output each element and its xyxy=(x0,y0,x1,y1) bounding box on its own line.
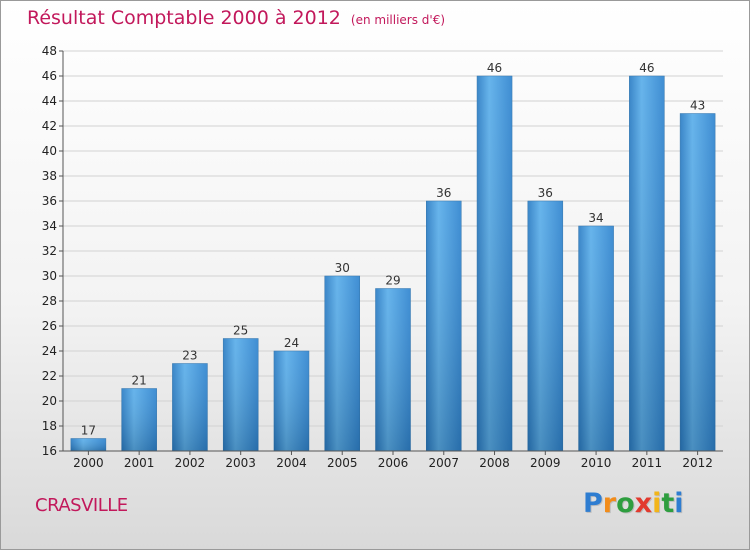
data-label-2003: 25 xyxy=(233,324,248,338)
x-tick-label-2003: 2003 xyxy=(225,456,256,470)
x-tick-label-2008: 2008 xyxy=(479,456,510,470)
data-label-2001: 21 xyxy=(132,374,147,388)
bar-shade-2012 xyxy=(680,113,716,451)
y-tick-label: 28 xyxy=(42,294,57,308)
y-tick-label: 48 xyxy=(42,44,57,58)
data-label-2008: 46 xyxy=(487,61,502,75)
data-label-2002: 23 xyxy=(182,349,197,363)
x-tick-label-2005: 2005 xyxy=(327,456,358,470)
x-tick-label-2011: 2011 xyxy=(632,456,663,470)
x-tick-label-2004: 2004 xyxy=(276,456,307,470)
x-tick-label-2007: 2007 xyxy=(428,456,459,470)
y-tick-label: 44 xyxy=(42,94,57,108)
bar-shade-2003 xyxy=(223,338,259,451)
data-label-2007: 36 xyxy=(436,186,451,200)
bar-shade-2004 xyxy=(273,351,309,451)
x-tick-label-2010: 2010 xyxy=(581,456,612,470)
y-tick-label: 24 xyxy=(42,344,57,358)
bar-shade-2005 xyxy=(324,276,360,451)
x-tick-label-2001: 2001 xyxy=(124,456,155,470)
bar-shade-2002 xyxy=(172,363,208,451)
y-tick-label: 34 xyxy=(42,219,57,233)
logo-letter: r xyxy=(602,488,617,519)
x-tick-label-2006: 2006 xyxy=(378,456,409,470)
y-tick-label: 16 xyxy=(42,444,57,458)
bar-shade-2000 xyxy=(70,438,106,451)
bar-shade-2006 xyxy=(375,288,411,451)
logo-letter: x xyxy=(634,488,653,519)
bar-shade-2009 xyxy=(527,201,563,451)
data-label-2006: 29 xyxy=(385,274,400,288)
data-label-2011: 46 xyxy=(639,61,654,75)
proxiti-logo: Proxiti xyxy=(583,488,684,519)
commune-name: CRASVILLE xyxy=(35,495,128,516)
y-tick-label: 26 xyxy=(42,319,57,333)
labels: 16 18 20 22 24 26 28 30 32 34 36 38 40 42 44 46 48 17 2000… xyxy=(42,44,713,470)
data-label-2010: 34 xyxy=(588,211,603,225)
data-label-2009: 36 xyxy=(538,186,553,200)
y-tick-label: 42 xyxy=(42,119,57,133)
bar-shade-2011 xyxy=(629,76,665,451)
y-tick-label: 20 xyxy=(42,394,57,408)
data-label-2012: 43 xyxy=(690,99,705,113)
x-tick-label-2009: 2009 xyxy=(530,456,561,470)
chart-title-text: Résultat Comptable 2000 à 2012 xyxy=(27,7,341,29)
bar-shade-2001 xyxy=(121,388,157,451)
y-tick-label: 36 xyxy=(42,194,57,208)
bar-shade-2008 xyxy=(477,76,513,451)
bar-shade-2010 xyxy=(578,226,614,451)
chart-subtitle: (en milliers d'€) xyxy=(350,13,446,27)
y-tick-label: 18 xyxy=(42,419,57,433)
y-tick-label: 46 xyxy=(42,69,57,83)
data-label-2005: 30 xyxy=(335,261,350,275)
logo-letter: t xyxy=(661,488,675,519)
data-label-2004: 24 xyxy=(284,336,299,350)
bars xyxy=(70,75,716,452)
axes xyxy=(59,50,723,455)
y-tick-label: 30 xyxy=(42,269,57,283)
x-tick-label-2002: 2002 xyxy=(175,456,206,470)
x-tick-label-2012: 2012 xyxy=(682,456,713,470)
y-tick-label: 32 xyxy=(42,244,57,258)
logo-letter: i xyxy=(652,488,662,519)
bar-shade-2007 xyxy=(426,201,462,451)
y-tick-label: 40 xyxy=(42,144,57,158)
logo-letter: i xyxy=(674,488,684,519)
logo-letter: o xyxy=(616,488,635,519)
data-label-2000: 17 xyxy=(81,424,96,438)
chart-title: Résultat Comptable 2000 à 2012 (en millie… xyxy=(27,7,445,29)
x-tick-label-2000: 2000 xyxy=(73,456,104,470)
y-tick-label: 38 xyxy=(42,169,57,183)
logo-letter: P xyxy=(583,488,603,519)
y-tick-label: 22 xyxy=(42,369,57,383)
